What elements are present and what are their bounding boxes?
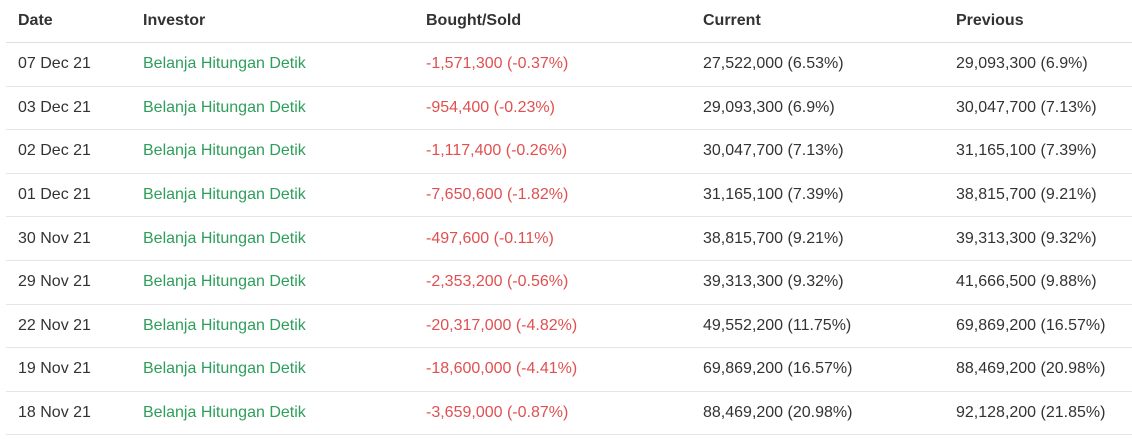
previous-value: 92,128,200 (21.85%) — [956, 404, 1106, 422]
row-date: 22 Nov 21 — [18, 316, 91, 334]
previous-value: 39,313,300 (9.32%) — [956, 229, 1097, 247]
investor-link[interactable]: Belanja Hitungan Detik — [143, 142, 306, 160]
investor-link[interactable]: Belanja Hitungan Detik — [143, 98, 306, 116]
row-date: 30 Nov 21 — [18, 229, 91, 247]
row-date: 01 Dec 21 — [18, 186, 91, 204]
previous-value: 88,469,200 (20.98%) — [956, 360, 1106, 378]
table-row: 01 Dec 21 Belanja Hitungan Detik -7,650,… — [6, 174, 1132, 218]
header-bought-sold[interactable]: Bought/Sold — [426, 12, 522, 29]
current-value: 38,815,700 (9.21%) — [703, 229, 844, 247]
table-row: 22 Nov 21 Belanja Hitungan Detik -20,317… — [6, 305, 1132, 349]
table-row: 03 Dec 21 Belanja Hitungan Detik -954,40… — [6, 87, 1132, 131]
investor-link[interactable]: Belanja Hitungan Detik — [143, 316, 306, 334]
row-date: 03 Dec 21 — [18, 98, 91, 116]
header-current[interactable]: Current — [703, 12, 761, 29]
table-row: 02 Dec 21 Belanja Hitungan Detik -1,117,… — [6, 130, 1132, 174]
previous-value: 69,869,200 (16.57%) — [956, 316, 1106, 334]
bought-sold-value: -2,353,200 (-0.56%) — [426, 273, 569, 291]
bought-sold-value: -1,571,300 (-0.37%) — [426, 55, 569, 73]
bought-sold-value: -954,400 (-0.23%) — [426, 98, 555, 116]
table-row: 07 Dec 21 Belanja Hitungan Detik -1,571,… — [6, 43, 1132, 87]
bought-sold-value: -1,117,400 (-0.26%) — [426, 142, 568, 160]
bought-sold-value: -7,650,600 (-1.82%) — [426, 186, 569, 204]
current-value: 31,165,100 (7.39%) — [703, 186, 844, 204]
table-row: 30 Nov 21 Belanja Hitungan Detik -497,60… — [6, 217, 1132, 261]
row-date: 19 Nov 21 — [18, 360, 91, 378]
investor-link[interactable]: Belanja Hitungan Detik — [143, 273, 306, 291]
row-date: 02 Dec 21 — [18, 142, 91, 160]
row-date: 18 Nov 21 — [18, 404, 91, 422]
header-investor[interactable]: Investor — [143, 12, 206, 29]
current-value: 88,469,200 (20.98%) — [703, 404, 853, 422]
investor-link[interactable]: Belanja Hitungan Detik — [143, 55, 306, 73]
table-header-row: Date Investor Bought/Sold Current Previo… — [6, 0, 1132, 43]
header-previous[interactable]: Previous — [956, 12, 1024, 29]
previous-value: 38,815,700 (9.21%) — [956, 186, 1097, 204]
previous-value: 30,047,700 (7.13%) — [956, 98, 1097, 116]
investor-link[interactable]: Belanja Hitungan Detik — [143, 404, 306, 422]
previous-value: 31,165,100 (7.39%) — [956, 142, 1097, 160]
investor-link[interactable]: Belanja Hitungan Detik — [143, 186, 306, 204]
current-value: 69,869,200 (16.57%) — [703, 360, 853, 378]
bought-sold-value: -3,659,000 (-0.87%) — [426, 404, 569, 422]
bought-sold-value: -497,600 (-0.11%) — [426, 229, 554, 247]
row-date: 07 Dec 21 — [18, 55, 91, 73]
table-row: 29 Nov 21 Belanja Hitungan Detik -2,353,… — [6, 261, 1132, 305]
table-row: 19 Nov 21 Belanja Hitungan Detik -18,600… — [6, 348, 1132, 392]
investor-link[interactable]: Belanja Hitungan Detik — [143, 360, 306, 378]
current-value: 27,522,000 (6.53%) — [703, 55, 844, 73]
bought-sold-value: -20,317,000 (-4.82%) — [426, 316, 578, 334]
current-value: 29,093,300 (6.9%) — [703, 98, 835, 116]
investor-link[interactable]: Belanja Hitungan Detik — [143, 229, 306, 247]
previous-value: 41,666,500 (9.88%) — [956, 273, 1097, 291]
current-value: 30,047,700 (7.13%) — [703, 142, 844, 160]
insider-trades-table: Date Investor Bought/Sold Current Previo… — [6, 0, 1132, 436]
row-date: 29 Nov 21 — [18, 273, 91, 291]
previous-value: 29,093,300 (6.9%) — [956, 55, 1088, 73]
table-row: 18 Nov 21 Belanja Hitungan Detik -3,659,… — [6, 392, 1132, 436]
header-date[interactable]: Date — [18, 12, 53, 29]
current-value: 39,313,300 (9.32%) — [703, 273, 844, 291]
bought-sold-value: -18,600,000 (-4.41%) — [426, 360, 578, 378]
current-value: 49,552,200 (11.75%) — [703, 316, 852, 334]
